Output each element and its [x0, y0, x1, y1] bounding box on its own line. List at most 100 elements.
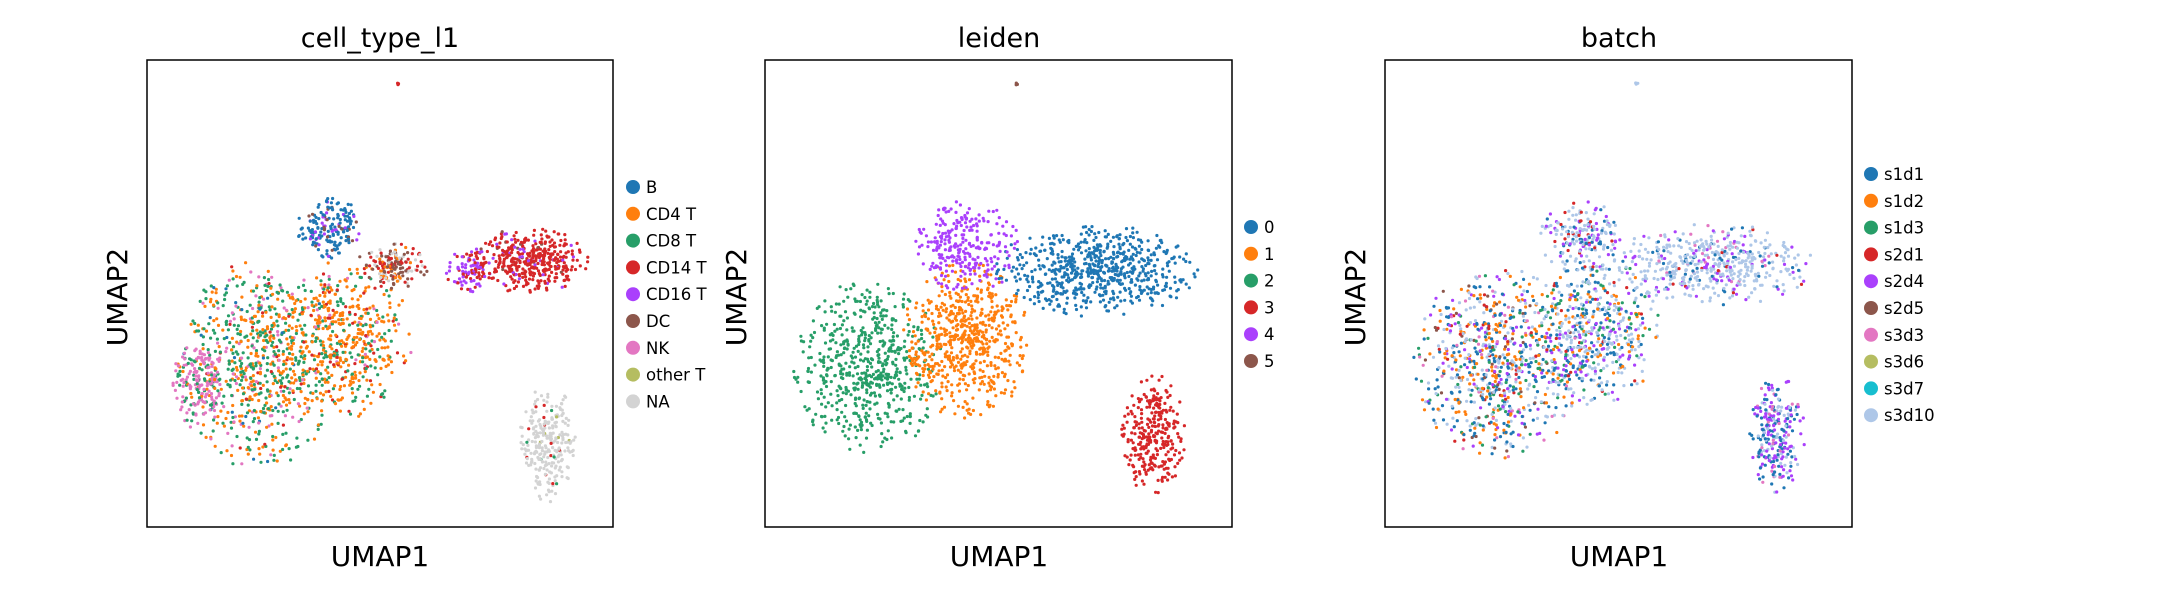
scatter-point	[235, 368, 239, 372]
scatter-point	[943, 259, 947, 263]
scatter-point	[870, 365, 874, 369]
scatter-point	[374, 359, 378, 363]
scatter-point	[894, 385, 898, 389]
scatter-point	[244, 368, 248, 372]
scatter-point	[534, 410, 538, 414]
scatter-point	[1061, 238, 1065, 242]
scatter-point	[283, 385, 287, 389]
scatter-point	[228, 341, 232, 345]
scatter-point	[996, 257, 1000, 261]
scatter-point	[967, 241, 972, 245]
scatter-point	[556, 435, 561, 440]
scatter-point	[974, 217, 978, 221]
scatter-point	[341, 350, 345, 354]
scatter-point	[306, 384, 311, 388]
scatter-point	[974, 332, 978, 336]
scatter-point	[533, 486, 538, 490]
scatter-point	[456, 265, 460, 269]
scatter-point	[276, 421, 280, 425]
scatter-point	[301, 350, 305, 354]
scatter-point	[324, 324, 328, 328]
scatter-point	[232, 323, 236, 327]
scatter-point	[1079, 305, 1083, 309]
scatter-point	[551, 243, 555, 247]
scatter-point	[316, 226, 320, 230]
scatter-point	[563, 242, 567, 246]
scatter-point	[216, 357, 220, 361]
scatter-point	[1172, 255, 1176, 259]
scatter-point	[953, 316, 957, 321]
scatter-point	[1170, 475, 1174, 479]
scatter-point	[356, 323, 360, 327]
scatter-point	[532, 228, 537, 232]
scatter-point	[935, 265, 940, 269]
scatter-point	[1132, 268, 1136, 272]
scatter-point	[946, 286, 950, 290]
scatter-point	[210, 290, 214, 294]
scatter-point	[929, 380, 933, 384]
scatter-point	[529, 451, 533, 455]
scatter-point	[1023, 273, 1027, 277]
scatter-point	[371, 390, 375, 394]
scatter-point	[864, 376, 868, 380]
scatter-point	[314, 389, 318, 393]
scatter-point	[994, 310, 999, 314]
scatter-point	[371, 267, 375, 271]
scatter-point	[353, 362, 357, 366]
scatter-point	[537, 444, 542, 448]
scatter-point	[209, 392, 214, 396]
scatter-point	[393, 313, 397, 317]
scatter-point	[865, 365, 870, 369]
scatter-point	[868, 361, 873, 365]
scatter-point	[347, 241, 351, 245]
scatter-point	[534, 424, 538, 428]
scatter-point	[258, 367, 262, 371]
scatter-point	[1005, 256, 1009, 260]
scatter-point	[1188, 260, 1192, 264]
scatter-point	[876, 412, 880, 416]
scatter-point	[563, 233, 567, 237]
scatter-point	[387, 256, 391, 260]
scatter-point	[963, 382, 968, 386]
scatter-point	[910, 358, 915, 363]
scatter-point	[231, 345, 236, 349]
scatter-point	[534, 242, 538, 246]
scatter-point	[1006, 308, 1010, 312]
scatter-point	[554, 420, 559, 424]
y-axis-label: UMAP2	[101, 248, 134, 347]
scatter-point	[357, 379, 361, 383]
scatter-point	[332, 363, 336, 367]
scatter-point	[351, 304, 355, 308]
scatter-point	[951, 358, 956, 362]
scatter-point	[1147, 248, 1151, 253]
scatter-point	[387, 261, 391, 265]
scatter-point	[1133, 432, 1137, 436]
scatter-point	[913, 334, 917, 338]
scatter-point	[354, 395, 358, 399]
scatter-point	[197, 374, 201, 378]
scatter-point	[857, 342, 861, 347]
scatter-point	[291, 341, 296, 346]
scatter-point	[483, 274, 487, 279]
scatter-point	[406, 251, 410, 255]
scatter-point	[1025, 261, 1029, 265]
scatter-point	[277, 313, 281, 317]
scatter-point	[339, 365, 343, 369]
scatter-point	[563, 421, 567, 425]
scatter-point	[557, 232, 561, 236]
scatter-point	[388, 305, 392, 310]
scatter-point	[254, 361, 258, 365]
scatter-point	[836, 353, 841, 357]
scatter-point	[937, 321, 941, 325]
scatter-point	[475, 250, 479, 254]
scatter-point	[987, 209, 991, 213]
scatter-point	[1106, 244, 1110, 249]
scatter-point	[845, 316, 850, 320]
scatter-point	[1104, 290, 1108, 294]
scatter-point	[843, 339, 847, 343]
scatter-point	[890, 323, 894, 327]
scatter-point	[193, 367, 197, 371]
scatter-point	[939, 305, 943, 309]
scatter-point	[949, 310, 953, 315]
scatter-point	[836, 394, 840, 398]
